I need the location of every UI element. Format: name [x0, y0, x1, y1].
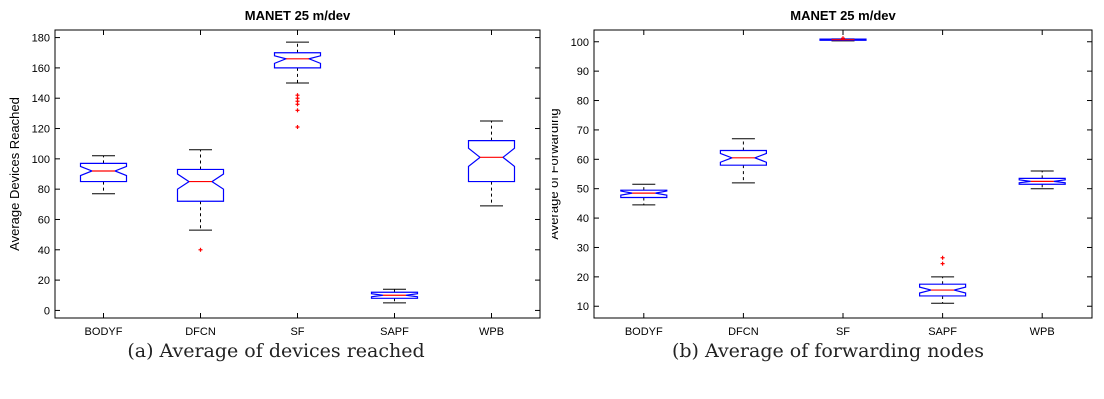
y-tick-label: 100 [32, 154, 50, 166]
x-tick-label: BODYF [625, 326, 663, 338]
notched-box [176, 168, 225, 202]
box-dfcn [719, 138, 767, 184]
y-tick-label: 80 [38, 184, 50, 196]
box-dfcn [176, 149, 225, 252]
y-tick-label: 60 [577, 154, 589, 166]
chart-title: MANET 25 m/dev [245, 8, 351, 23]
y-tick-label: 30 [577, 242, 589, 254]
notched-box [370, 291, 419, 299]
box-sf [819, 36, 867, 42]
box-sapf [370, 288, 419, 304]
y-tick-label: 70 [577, 125, 589, 137]
plot-frame [54, 29, 541, 319]
chart-panel-a: MANET 25 m/dev Average Devices Reached 0 20… [7, 8, 541, 362]
y-tick-label: 10 [577, 301, 589, 313]
notched-box [819, 38, 867, 41]
x-tick-label: WPB [1030, 326, 1055, 338]
notched-box [719, 149, 767, 166]
notched-box [620, 189, 668, 199]
box-bodyf [620, 183, 668, 206]
plot-frame [593, 29, 1093, 319]
chart-title: MANET 25 m/dev [790, 8, 896, 23]
x-tick-label: DFCN [728, 326, 759, 338]
box-wpb [1018, 170, 1066, 190]
y-tick-label: 160 [32, 63, 50, 75]
x-tick-label: SAPF [380, 326, 409, 338]
y-tick-label: 0 [44, 305, 50, 317]
box-sf [273, 41, 322, 130]
x-tick-label: WPB [479, 326, 504, 338]
x-tick-label: SF [836, 326, 850, 338]
caption-a: (a) Average of devices reached [127, 340, 425, 362]
y-tick-label: 180 [32, 33, 50, 45]
y-tick-label: 120 [32, 124, 50, 136]
notched-box [467, 140, 516, 183]
y-tick-label: 60 [38, 214, 50, 226]
boxplot-chart-b: MANET 25 m/dev Average of Forwarding 10 20 3… [552, 8, 1093, 338]
y-tick-label: 80 [577, 96, 589, 108]
caption-b: (b) Average of forwarding nodes [671, 340, 985, 362]
y-tick-label: 40 [577, 213, 589, 225]
box-wpb [467, 120, 516, 207]
y-tick-label: 100 [571, 37, 589, 49]
box-sapf [919, 255, 967, 304]
chart-panel-b: MANET 25 m/dev Average of Forwarding 10 20 3… [552, 0, 1104, 399]
box-bodyf [79, 155, 128, 195]
x-tick-label: SAPF [928, 326, 957, 338]
x-tick-label: DFCN [185, 326, 216, 338]
notched-box [1018, 177, 1066, 185]
y-tick-label: 40 [38, 245, 50, 257]
x-tick-label: BODYF [85, 326, 123, 338]
y-tick-label: 50 [577, 184, 589, 196]
y-tick-label: 90 [577, 66, 589, 78]
y-tick-label: 20 [38, 275, 50, 287]
y-tick-label: 20 [577, 272, 589, 284]
notched-box [273, 52, 322, 69]
y-axis-label: Average of Forwarding [552, 108, 561, 239]
y-tick-label: 140 [32, 93, 50, 105]
notched-box [79, 162, 128, 183]
boxplot-chart-a: MANET 25 m/dev Average Devices Reached 0 20… [7, 8, 541, 338]
y-axis-label: Average Devices Reached [7, 97, 22, 251]
notched-box [919, 283, 967, 297]
x-tick-label: SF [290, 326, 304, 338]
